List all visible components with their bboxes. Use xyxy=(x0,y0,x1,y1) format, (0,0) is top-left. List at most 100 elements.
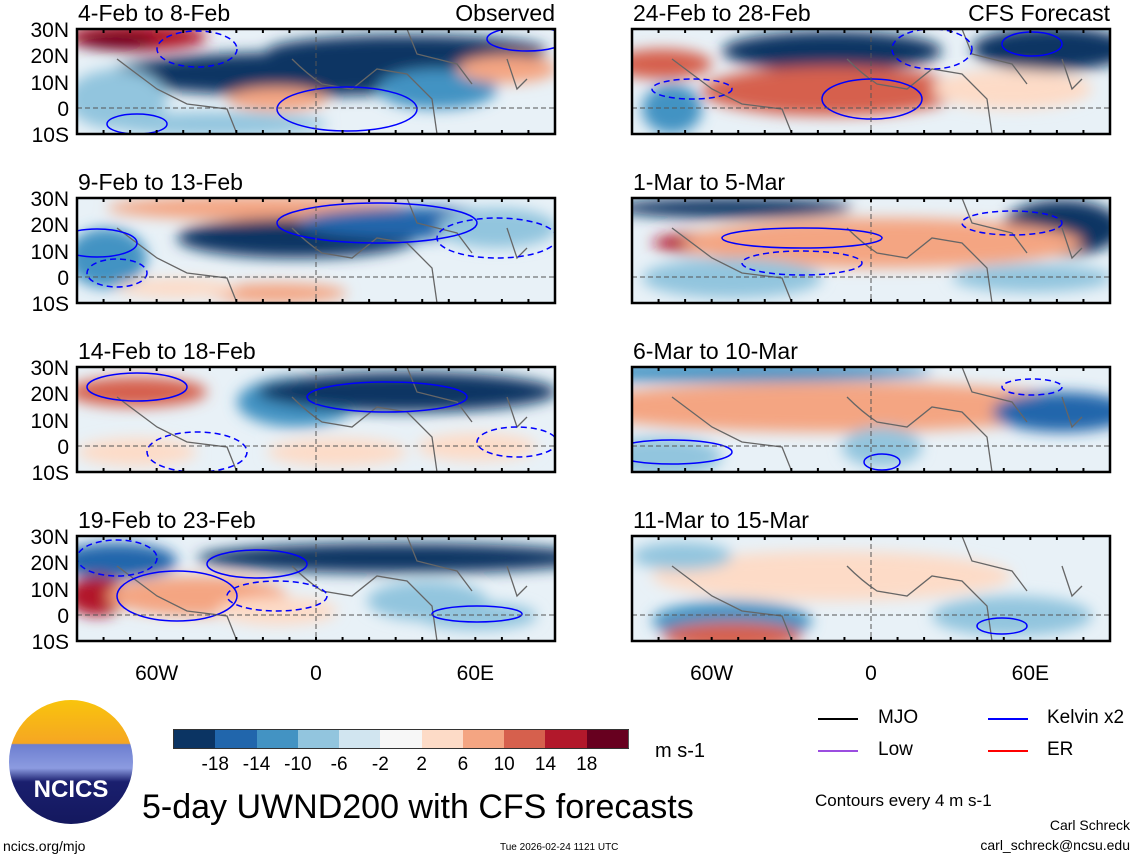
source-url: ncics.org/mjo xyxy=(3,838,86,854)
wind-anomaly-region xyxy=(842,427,922,467)
kelvin-contour xyxy=(77,539,158,577)
map-panel xyxy=(630,196,1112,305)
colorbar-swatch xyxy=(545,730,588,748)
lon-label: 0 xyxy=(310,662,322,685)
wind-anomaly-region xyxy=(227,87,327,111)
panel-title: 1-Mar to 5-Mar xyxy=(633,169,786,195)
kelvin-contour xyxy=(86,372,188,402)
wind-anomaly-region xyxy=(267,438,407,466)
panel-title: 9-Feb to 13-Feb xyxy=(78,169,243,195)
wind-anomaly-region xyxy=(257,372,555,412)
author: Carl Schreck xyxy=(1049,817,1130,833)
kelvin-contour xyxy=(276,202,478,244)
wind-anomaly-region xyxy=(632,49,712,79)
wind-anomaly-region xyxy=(932,69,1092,109)
kelvin-contour xyxy=(961,210,1063,236)
wind-anomaly-region xyxy=(992,392,1110,432)
lat-label: 0 xyxy=(57,604,69,628)
map-panel xyxy=(75,27,557,136)
author-email: carl_schreck@ncsu.edu xyxy=(980,837,1130,853)
map-panel xyxy=(630,534,1112,643)
wind-anomaly-region xyxy=(197,543,555,573)
panel-title: 6-Mar to 10-Mar xyxy=(633,338,798,364)
kelvin-contour xyxy=(276,86,418,132)
wind-anomaly-region xyxy=(77,377,207,407)
lat-label: 30N xyxy=(30,19,69,42)
lon-label: 0 xyxy=(865,662,877,685)
colorbar-label: -18 xyxy=(201,754,229,775)
ncics-logo: NCICS xyxy=(9,700,133,824)
wind-anomaly-region xyxy=(377,69,497,109)
wind-anomaly-region xyxy=(632,542,732,570)
kelvin-contour xyxy=(486,29,555,52)
lat-label: 20N xyxy=(30,214,69,238)
wind-anomaly-region xyxy=(642,258,822,298)
lat-label: 30N xyxy=(30,357,69,380)
column-header: Observed xyxy=(455,0,555,26)
colorbar-label: 14 xyxy=(534,754,557,775)
colorbar-swatch xyxy=(504,730,547,748)
panel-title: 11-Mar to 15-Mar xyxy=(633,507,809,533)
wind-anomaly-region xyxy=(77,69,167,129)
wind-anomaly-region xyxy=(652,551,1012,601)
wind-anomaly-region xyxy=(952,264,1110,292)
colorbar-swatch xyxy=(462,730,506,748)
kelvin-contour xyxy=(86,258,148,288)
lon-label: 60E xyxy=(1011,662,1050,685)
wind-anomaly-region xyxy=(77,438,197,466)
kelvin-contour xyxy=(721,227,883,249)
map-panel xyxy=(75,196,557,305)
colorbar-swatch xyxy=(297,730,341,748)
units-label: m s-1 xyxy=(655,740,705,762)
lon-label: 60E xyxy=(456,662,495,685)
lat-label: 20N xyxy=(30,45,69,69)
kelvin-contour xyxy=(476,426,555,458)
kelvin-contour xyxy=(77,228,138,258)
kelvin-contour xyxy=(863,453,901,471)
legend-line xyxy=(818,750,858,752)
colorbar-label: 2 xyxy=(416,754,427,775)
map-panel xyxy=(630,27,1112,136)
lat-label: 0 xyxy=(57,435,69,459)
panel-title: 24-Feb to 28-Feb xyxy=(633,0,811,26)
colorbar-label: -2 xyxy=(371,754,389,775)
wind-anomaly-region xyxy=(417,433,537,461)
wind-anomaly-region xyxy=(417,602,537,630)
panel-title: 14-Feb to 18-Feb xyxy=(78,338,256,364)
wind-anomaly-region xyxy=(437,208,555,248)
colorbar-swatch xyxy=(380,730,423,748)
colorbar-label: -6 xyxy=(330,754,348,775)
lat-label: 10S xyxy=(31,631,69,654)
kelvin-contour xyxy=(146,431,248,472)
kelvin-contour xyxy=(156,30,238,68)
contour-note: Contours every 4 m s-1 xyxy=(815,791,992,810)
wind-anomaly-region xyxy=(972,29,1110,71)
lat-label: 0 xyxy=(57,97,69,121)
colorbar: -18 -14 -10 -6 -2 2 6 10 14 18 xyxy=(173,729,629,775)
map-panel xyxy=(75,365,557,474)
wind-anomaly-region xyxy=(682,218,1082,268)
colorbar-label: 18 xyxy=(576,754,598,775)
colorbar-label: 6 xyxy=(457,754,469,775)
colorbar-swatch xyxy=(339,730,382,748)
lat-label: 10S xyxy=(31,462,69,485)
kelvin-contour xyxy=(1001,378,1063,396)
lat-label: 30N xyxy=(30,188,69,211)
panel-title: 19-Feb to 23-Feb xyxy=(78,507,256,533)
lat-label: 10N xyxy=(30,578,69,602)
lat-label: 20N xyxy=(30,383,69,407)
colorbar-swatch xyxy=(256,730,299,748)
kelvin-contour xyxy=(821,78,923,120)
map-panel xyxy=(630,365,1112,474)
wind-anomaly-region xyxy=(722,31,942,71)
colorbar-swatch xyxy=(174,730,217,748)
kelvin-contour xyxy=(226,580,328,612)
lat-label: 10N xyxy=(30,240,69,264)
colorbar-swatch xyxy=(586,730,629,748)
lat-label: 0 xyxy=(57,266,69,290)
colorbar-label: 10 xyxy=(493,754,515,775)
wind-anomaly-region xyxy=(932,596,1092,636)
wind-anomaly-region xyxy=(632,367,932,382)
wind-anomaly-region xyxy=(662,622,802,641)
wind-anomaly-region xyxy=(632,382,1092,432)
